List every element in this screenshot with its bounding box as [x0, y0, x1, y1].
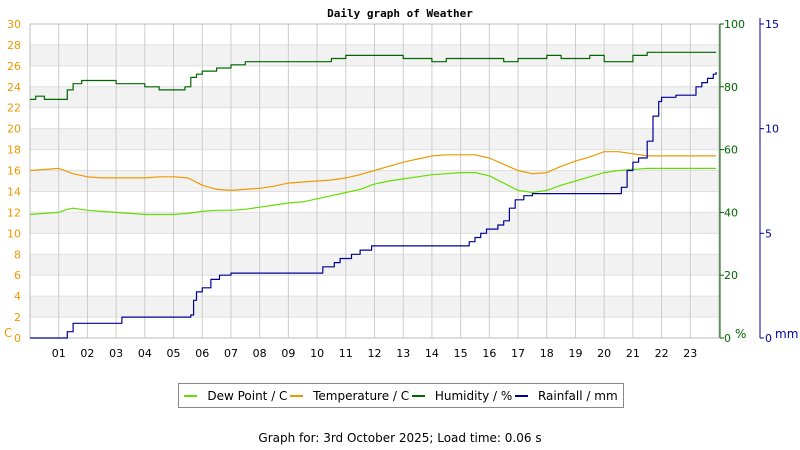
x-tick-label: 09	[281, 347, 295, 360]
left-tick-label: 4	[14, 290, 21, 303]
x-tick-label: 15	[454, 347, 468, 360]
x-tick-label: 03	[109, 347, 123, 360]
left-tick-label: 12	[7, 206, 21, 219]
left-tick-label: 16	[7, 165, 21, 178]
x-tick-label: 19	[568, 347, 582, 360]
rain-tick-label: 0	[765, 332, 772, 345]
legend-item-temperature: Temperature / C	[290, 389, 409, 403]
daily-weather-chart: 01 02 03 04 05 06 07 08 09 10 11 12 13 14 15 16 17 18 19 20…	[4, 7, 798, 360]
x-tick-label: 10	[310, 347, 324, 360]
left-tick-label: 2	[14, 311, 21, 324]
series-temperature-line	[29, 151, 717, 191]
rain-axis-unit: mm	[775, 327, 798, 341]
left-tick-label: 14	[7, 185, 21, 198]
x-tick-label: 04	[138, 347, 152, 360]
grid-lines	[29, 23, 720, 339]
left-tick-label: 22	[7, 102, 21, 115]
x-tick-label: 12	[368, 347, 382, 360]
temperature-swatch	[290, 394, 304, 397]
x-tick-label: 05	[167, 347, 181, 360]
left-tick-label: 8	[14, 248, 21, 261]
humidity-swatch	[411, 394, 425, 397]
left-tick-label: 0	[14, 332, 21, 345]
footer-text: Graph for: 3rd October 2025; Load time: …	[258, 431, 542, 445]
humidity-tick-label: 40	[724, 206, 738, 219]
legend-item-humidity: Humidity / %	[411, 388, 513, 403]
legend-label: Rainfall / mm	[537, 388, 618, 403]
x-tick-label: 22	[655, 347, 669, 360]
dew-point-swatch	[184, 394, 198, 397]
left-axis-unit: C	[4, 326, 12, 340]
series-lines	[29, 51, 717, 339]
humidity-tick-label: 0	[724, 332, 731, 345]
left-tick-label: 20	[7, 123, 21, 136]
left-tick-label: 18	[7, 144, 21, 157]
series-humidity-line	[30, 51, 717, 100]
humidity-axis-unit: %	[735, 327, 746, 341]
x-tick-label: 07	[224, 347, 238, 360]
legend: Dew Point / C Temperature / C Humidity /…	[178, 383, 624, 408]
plot-frame	[29, 23, 720, 339]
chart-title: Daily graph of Weather	[327, 7, 473, 20]
legend-item-rainfall: Rainfall / mm	[514, 388, 618, 403]
x-tick-label: 16	[482, 347, 496, 360]
x-tick-label: 13	[396, 347, 410, 360]
x-tick-label: 06	[195, 347, 209, 360]
left-tick-label: 10	[7, 227, 21, 240]
x-tick-label: 02	[80, 347, 94, 360]
x-tick-label: 20	[597, 347, 611, 360]
rain-tick-label: 10	[765, 123, 779, 136]
x-tick-label: 18	[540, 347, 554, 360]
rainfall-swatch	[514, 394, 528, 397]
legend-item-dew-point: Dew Point / C	[184, 389, 287, 403]
legend-label: Dew Point / C	[207, 388, 288, 403]
series-dew-line	[29, 167, 717, 216]
x-tick-label: 11	[339, 347, 353, 360]
series-rainfall-line	[30, 72, 717, 339]
left-tick-label: 6	[14, 269, 21, 282]
humidity-tick-label: 20	[724, 269, 738, 282]
legend-label: Temperature / C	[313, 388, 410, 403]
left-tick-label: 28	[7, 39, 21, 52]
humidity-tick-label: 100	[724, 18, 745, 31]
x-tick-label: 08	[253, 347, 267, 360]
x-tick-label: 21	[626, 347, 640, 360]
axes: 01 02 03 04 05 06 07 08 09 10 11 12 13 14 15 16 17 18 19 20…	[7, 18, 779, 360]
x-tick-label: 23	[683, 347, 697, 360]
humidity-tick-label: 80	[724, 81, 738, 94]
legend-label: Humidity / %	[434, 388, 513, 403]
x-tick-label: 17	[511, 347, 525, 360]
humidity-tick-label: 60	[724, 144, 738, 157]
x-tick-label: 14	[425, 347, 439, 360]
left-tick-label: 30	[7, 18, 21, 31]
rain-tick-label: 5	[765, 227, 772, 240]
rain-tick-label: 15	[765, 18, 779, 31]
left-tick-label: 24	[7, 81, 21, 94]
x-tick-label: 01	[52, 347, 66, 360]
left-tick-label: 26	[7, 60, 21, 73]
